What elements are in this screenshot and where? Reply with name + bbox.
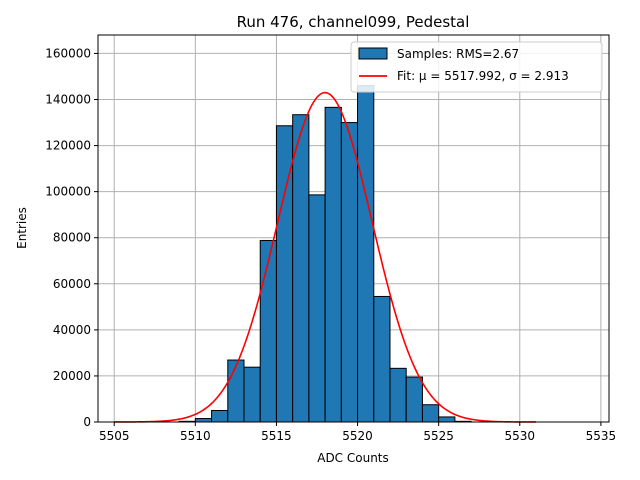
x-tick-label: 5525 <box>423 429 454 443</box>
y-tick-label: 40000 <box>53 323 91 337</box>
histogram-bar <box>438 416 456 423</box>
legend: Samples: RMS=2.67 Fit: μ = 5517.992, σ =… <box>350 41 603 93</box>
x-tick-label: 5520 <box>342 429 373 443</box>
x-tick-label: 5505 <box>99 429 130 443</box>
histogram-bar <box>405 376 423 423</box>
histogram-bar <box>373 295 391 423</box>
x-tick-label: 5510 <box>180 429 211 443</box>
y-tick-label: 80000 <box>53 231 91 245</box>
histogram-bar <box>357 85 375 423</box>
histogram-bar <box>324 106 342 423</box>
y-tick-label: 120000 <box>45 139 91 153</box>
x-axis-ticks: 5505 5510 5515 5520 5525 5530 5535 <box>99 422 616 443</box>
histogram-bar <box>259 239 277 423</box>
y-tick-label: 60000 <box>53 277 91 291</box>
y-tick-label: 160000 <box>45 46 91 60</box>
plot-frame <box>97 34 610 423</box>
y-tick-label: 140000 <box>45 93 91 107</box>
histogram-bar <box>243 366 261 423</box>
histogram-bar <box>389 367 407 423</box>
legend-fit-label: Fit: μ = 5517.992, σ = 2.913 <box>397 69 569 83</box>
x-tick-label: 5530 <box>505 429 536 443</box>
gaussian-fit-curve <box>114 91 536 423</box>
histogram-bar <box>211 409 229 423</box>
y-axis-ticks: 0 20000 40000 60000 80000 100000 120000 140000 1… <box>45 46 98 429</box>
legend-box <box>350 41 603 93</box>
x-axis-label: ADC Counts <box>317 451 389 465</box>
histogram-bar <box>340 122 359 423</box>
x-tick-label: 5535 <box>586 429 617 443</box>
y-tick-label: 100000 <box>45 185 91 199</box>
y-tick-label: 0 <box>83 415 91 429</box>
histogram-bar <box>308 194 326 423</box>
histogram-bar <box>292 114 310 423</box>
legend-samples-label: Samples: RMS=2.67 <box>397 47 519 61</box>
x-tick-label: 5515 <box>261 429 292 443</box>
y-tick-label: 20000 <box>53 369 91 383</box>
histogram-bars <box>178 85 472 423</box>
histogram-bar <box>227 359 245 423</box>
histogram-bar <box>421 404 440 423</box>
histogram-bar <box>194 418 213 423</box>
y-axis-label: Entries <box>15 207 29 249</box>
legend-samples-swatch <box>358 47 388 60</box>
chart-title: Run 476, channel099, Pedestal <box>237 13 470 31</box>
